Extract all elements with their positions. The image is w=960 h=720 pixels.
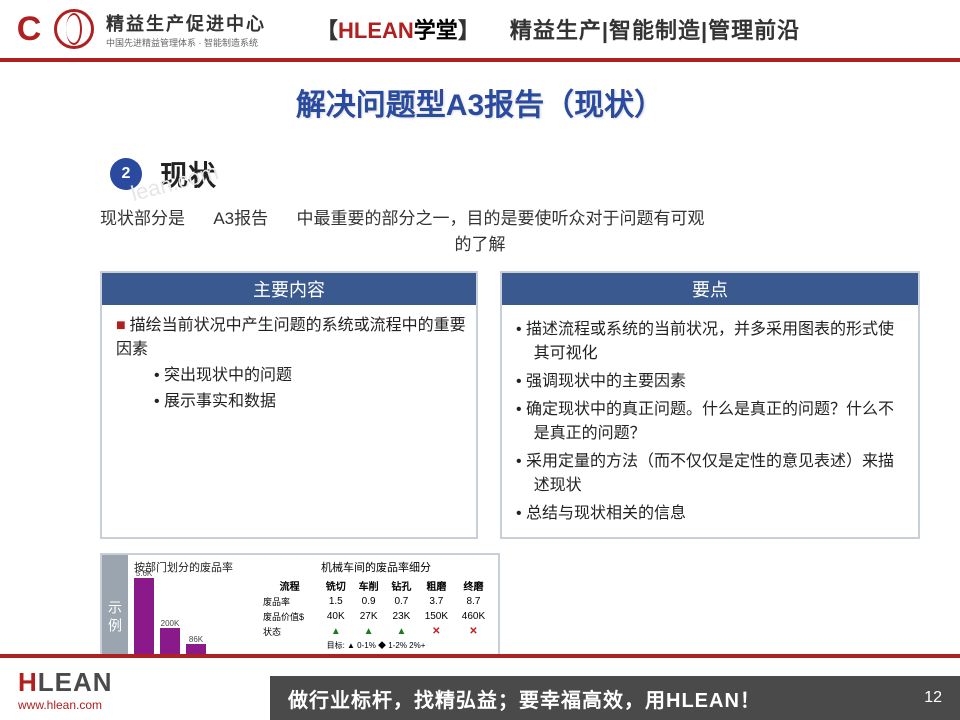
left-main-bullet: 描绘当前状况中产生问题的系统或流程中的重要因素 [116, 317, 466, 358]
right-box: 要点 描述流程或系统的当前状况，并多采用图表的形式使其可视化强调现状中的主要因素… [500, 271, 920, 539]
left-box: 主要内容 ■描绘当前状况中产生问题的系统或流程中的重要因素 突出现状中的问题展示… [100, 271, 478, 539]
right-box-body: 描述流程或系统的当前状况，并多采用图表的形式使其可视化强调现状中的主要因素确定现… [502, 305, 918, 537]
section-label: 现状 [160, 154, 216, 194]
right-box-head: 要点 [502, 273, 918, 305]
org-sub: 中国先进精益管理体系 · 智能制造系统 [106, 36, 266, 49]
footer-url: www.hlean.com [18, 698, 113, 712]
content-columns: 主要内容 ■描绘当前状况中产生问题的系统或流程中的重要因素 突出现状中的问题展示… [100, 271, 920, 539]
left-box-body: ■描绘当前状况中产生问题的系统或流程中的重要因素 突出现状中的问题展示事实和数据 [102, 305, 476, 423]
header-right: 精益生产|智能制造|管理前沿 [510, 13, 800, 45]
logo-text: 精益生产促进中心 中国先进精益管理体系 · 智能制造系统 [106, 10, 266, 49]
header: C 精益生产促进中心 中国先进精益管理体系 · 智能制造系统 【HLEAN学堂】… [0, 0, 960, 62]
footer-slogan: 做行业标杆，找精弘益；要幸福高效，用HLEAN！ [288, 684, 761, 713]
logo-block: C 精益生产促进中心 中国先进精益管理体系 · 智能制造系统 [10, 9, 266, 49]
slide-title: 解决问题型A3报告（现状） [0, 80, 960, 124]
header-center: 【HLEAN学堂】 [316, 13, 480, 45]
left-sub-item: 展示事实和数据 [154, 387, 466, 411]
left-sub-item: 突出现状中的问题 [154, 361, 466, 385]
footer-logo: HLEAN www.hlean.com [18, 667, 113, 712]
footer: HLEAN www.hlean.com 做行业标杆，找精弘益；要幸福高效，用HL… [0, 654, 960, 720]
bar-item: 5.6K [134, 569, 154, 656]
logo-circle-icon [54, 9, 94, 49]
left-box-head: 主要内容 [102, 273, 476, 305]
right-point-item: 确定现状中的真正问题。什么是真正的问题？什么不是真正的问题？ [516, 395, 908, 443]
logo-c-icon: C [10, 10, 48, 48]
right-point-item: 总结与现状相关的信息 [516, 499, 908, 523]
right-point-item: 采用定量的方法（而不仅仅是定性的意见表述）来描述现状 [516, 447, 908, 495]
org-title: 精益生产促进中心 [106, 10, 266, 36]
right-point-item: 描述流程或系统的当前状况，并多采用图表的形式使其可视化 [516, 315, 908, 363]
page-number: 12 [924, 689, 942, 707]
section-number: 2 [110, 158, 142, 190]
right-point-item: 强调现状中的主要因素 [516, 367, 908, 391]
bar-item: 86K [186, 635, 206, 656]
footer-bar: 做行业标杆，找精弘益；要幸福高效，用HLEAN！ 12 [270, 676, 960, 720]
intro-text: 现状部分是 A3报告 中最重要的部分之一，目的是要使听众对于问题有可观 的了解 [100, 206, 860, 257]
section-head: 2 现状 [110, 154, 960, 194]
bar-item: 200K [160, 619, 180, 656]
